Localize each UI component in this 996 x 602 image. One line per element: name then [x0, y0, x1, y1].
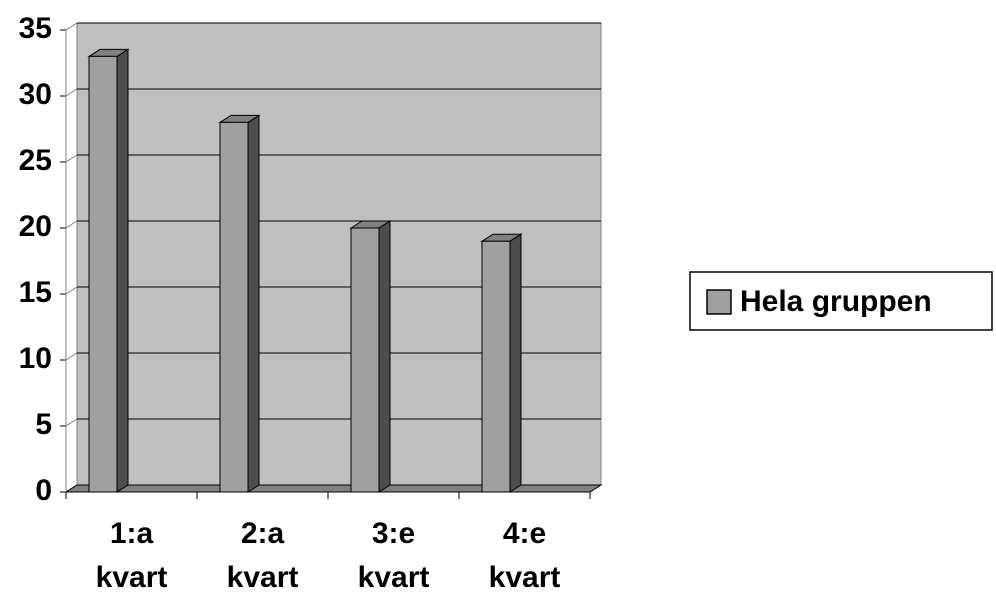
- y-tick-label: 25: [19, 144, 52, 177]
- y-tick-label: 15: [19, 276, 52, 309]
- bar-front: [88, 55, 118, 493]
- bar: [349, 220, 392, 493]
- x-tick-label: 2:a kvart: [226, 517, 299, 594]
- bar: [480, 233, 523, 493]
- grid-line-side: [65, 88, 78, 97]
- grid-line-side: [65, 418, 78, 427]
- x-tick-label: 1:a kvart: [95, 517, 168, 594]
- grid-line-side: [65, 154, 78, 163]
- bar-side: [378, 220, 391, 493]
- bar-side: [116, 48, 129, 493]
- y-tick-label: 35: [19, 12, 52, 45]
- bar-side: [509, 233, 522, 493]
- legend-label: Hela gruppen: [740, 285, 932, 318]
- x-tick-label: 4:e kvart: [488, 517, 561, 594]
- legend-box: [689, 271, 993, 331]
- grid-line-side: [65, 352, 78, 361]
- bar: [218, 114, 261, 493]
- grid-line-side: [65, 22, 78, 31]
- x-tick-label: 3:e kvart: [357, 517, 430, 594]
- bar-side: [247, 114, 260, 493]
- y-tick-label: 10: [19, 342, 52, 375]
- bar: [87, 48, 130, 493]
- y-tick-label: 30: [19, 78, 52, 111]
- grid-line-side: [65, 220, 78, 229]
- bar-front: [481, 240, 511, 493]
- y-tick-label: 5: [35, 408, 52, 441]
- bar-front: [219, 121, 249, 493]
- y-tick-label: 20: [19, 210, 52, 243]
- floor: [64, 484, 603, 493]
- grid-line-side: [65, 286, 78, 295]
- legend-swatch: [706, 289, 732, 315]
- bar-front: [350, 227, 380, 493]
- y-tick-label: 0: [35, 474, 52, 507]
